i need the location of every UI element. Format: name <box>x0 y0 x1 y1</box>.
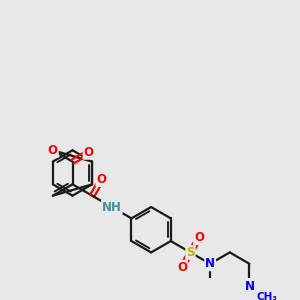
Text: O: O <box>48 144 58 157</box>
Text: N: N <box>244 280 254 293</box>
Text: O: O <box>194 231 204 244</box>
Text: N: N <box>205 257 215 270</box>
Text: CH₃: CH₃ <box>256 292 278 300</box>
Text: O: O <box>84 146 94 159</box>
Text: O: O <box>177 261 187 274</box>
Text: NH: NH <box>102 200 122 214</box>
Text: O: O <box>97 173 106 186</box>
Text: S: S <box>186 246 195 259</box>
